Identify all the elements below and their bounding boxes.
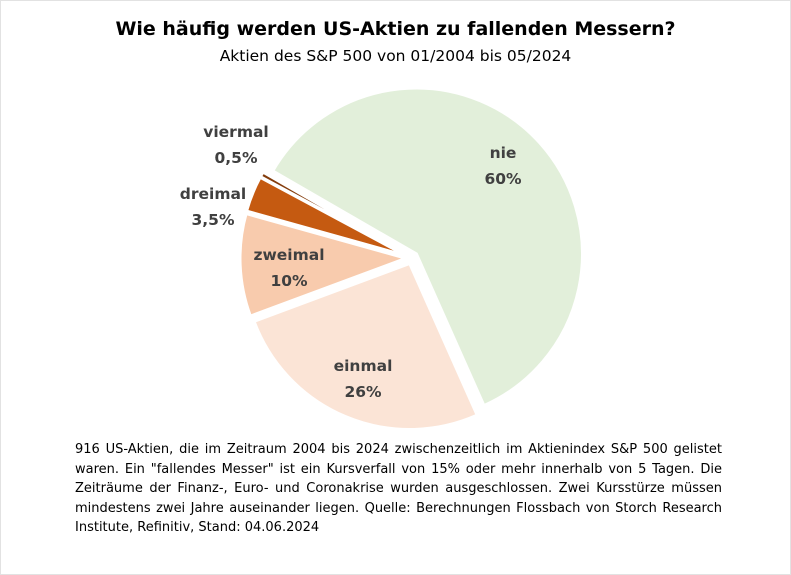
chart-title: Wie häufig werden US-Aktien zu fallenden… xyxy=(115,18,676,40)
slice-label-viermal: viermal xyxy=(203,123,269,141)
slice-value-einmal: 26% xyxy=(344,383,382,401)
pie-slices xyxy=(238,86,584,431)
label-viermal: viermal 0,5% xyxy=(203,123,269,167)
label-zweimal: zweimal 10% xyxy=(253,246,324,290)
slice-value-dreimal: 3,5% xyxy=(192,211,235,229)
pie-slice-viermal xyxy=(258,170,409,257)
label-nie: nie 60% xyxy=(484,144,522,188)
pie-slice-nie xyxy=(271,86,584,408)
chart-subtitle: Aktien des S&P 500 von 01/2004 bis 05/20… xyxy=(219,47,572,65)
slice-value-viermal: 0,5% xyxy=(215,149,258,167)
label-einmal: einmal 26% xyxy=(334,357,393,401)
pie-slice-zweimal xyxy=(238,212,408,318)
chart-footnote: 916 US-Aktien, die im Zeitraum 2004 bis … xyxy=(75,442,722,535)
slice-label-einmal: einmal xyxy=(334,357,393,375)
slice-value-nie: 60% xyxy=(484,170,522,188)
slice-label-nie: nie xyxy=(490,144,517,162)
slice-label-dreimal: dreimal xyxy=(180,185,247,203)
slice-value-zweimal: 10% xyxy=(270,272,308,290)
pie-slice-einmal xyxy=(252,262,479,431)
label-dreimal: dreimal 3,5% xyxy=(180,185,247,229)
slice-label-zweimal: zweimal xyxy=(253,246,324,264)
